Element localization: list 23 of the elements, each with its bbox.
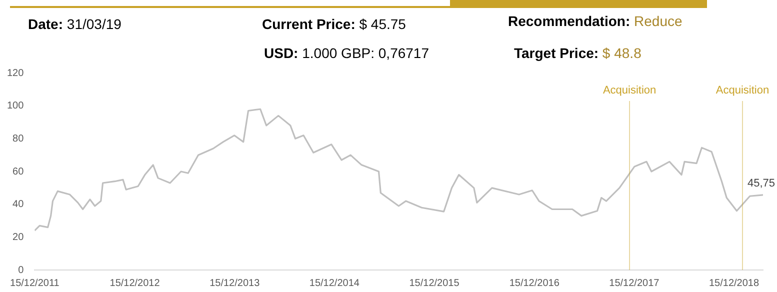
y-tick-label: 100 <box>6 100 24 112</box>
ref-line-label: Acquisition <box>602 84 656 97</box>
x-tick-label: 15/12/2013 <box>210 278 260 289</box>
y-tick-label: 40 <box>12 199 24 210</box>
x-tick-label: 15/12/2015 <box>409 278 460 289</box>
text: Target Price: $ 48.8 <box>514 45 642 61</box>
x-tick-label: 15/12/2017 <box>609 278 660 289</box>
y-tick-label: 120 <box>6 68 24 79</box>
y-tick-label: 0 <box>18 264 24 276</box>
x-tick-label: 15/12/2012 <box>110 278 160 289</box>
ref-line-label: Acquisition <box>716 84 770 97</box>
y-tick-label: 80 <box>12 133 24 144</box>
y-tick-label: 60 <box>12 166 24 178</box>
x-tick-label: 15/12/2011 <box>10 278 60 289</box>
text: Current Price: $ 45.75 <box>262 16 406 32</box>
x-tick-label: 15/12/2018 <box>708 278 760 289</box>
text: USD: 1.000 GBP: 0,76717 <box>264 45 429 61</box>
y-tick-label: 20 <box>12 232 24 243</box>
text: Recommendation: Reduce <box>508 13 682 29</box>
x-tick-label: 15/12/2016 <box>509 278 560 289</box>
text: Date: 31/03/19 <box>28 16 122 32</box>
x-tick-label: 15/12/2014 <box>309 278 360 289</box>
data-label: 45,75 <box>747 177 775 190</box>
